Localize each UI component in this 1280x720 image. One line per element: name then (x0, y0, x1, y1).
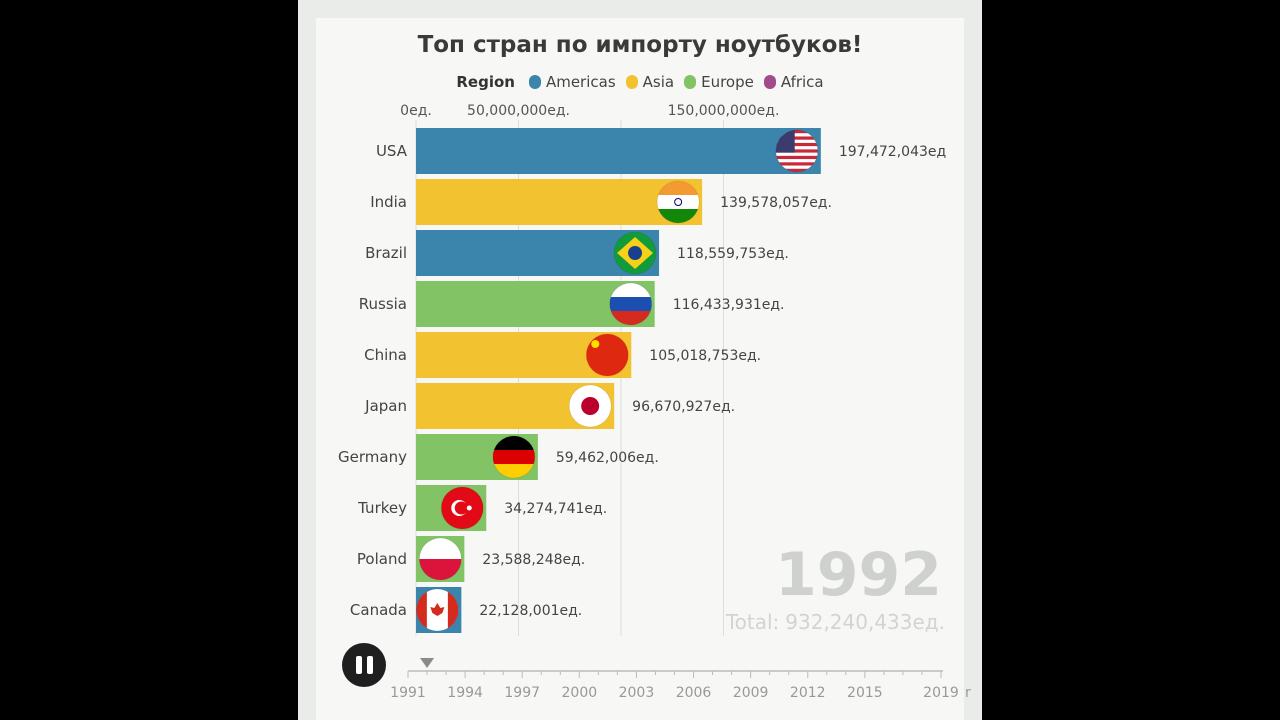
legend-item-asia[interactable]: Asia (625, 73, 675, 91)
turkey-flag (441, 487, 484, 529)
legend-label: Africa (780, 73, 824, 91)
value-label: 59,462,006ед. (556, 450, 659, 466)
pause-button[interactable] (342, 643, 386, 687)
japan-flag (569, 385, 612, 427)
timeline-year-label: 1991 (390, 685, 426, 701)
bar-usa (416, 128, 821, 174)
germany-flag (492, 436, 535, 478)
current-year: 1992 (775, 540, 942, 610)
country-label: Turkey (357, 499, 407, 517)
legend-title: Region (456, 73, 515, 91)
bar-group-brazil: Brazil 118,559,753ед. (365, 230, 789, 276)
value-label: 96,670,927ед. (632, 399, 735, 415)
value-label: 22,128,001ед. (479, 603, 582, 619)
x-tick-label: 0ед. (400, 103, 432, 119)
x-tick-label: 50,000,000ед. (467, 103, 570, 119)
bar-chart: 0ед. 50,000,000ед. 150,000,000ед. USA 197,47… (338, 103, 971, 701)
x-tick-label: 150,000,000ед. (668, 103, 780, 119)
value-label: 197,472,043ед (839, 144, 946, 160)
total-label: Total: (725, 610, 780, 634)
us-flag (775, 130, 818, 172)
china-flag (586, 334, 629, 376)
total-value: 932,240,433ед. (785, 610, 945, 634)
bar-group-russia: Russia 116,433,931ед. (359, 281, 785, 327)
pause-icon (355, 656, 362, 674)
country-label: China (364, 346, 407, 364)
legend-swatch (528, 75, 541, 89)
canada-flag (416, 589, 459, 631)
legend-label: Americas (545, 73, 616, 91)
value-label: 116,433,931ед. (673, 297, 785, 313)
bar-group-india: India 139,578,057ед. (370, 179, 832, 225)
legend-swatch (684, 75, 697, 89)
country-label: Canada (350, 601, 407, 619)
legend: Region Americas Asia Europe Africa (298, 73, 982, 91)
bar-group-china: China 105,018,753ед. (364, 332, 761, 378)
timeline-year-label: 1994 (447, 685, 483, 701)
country-label: Japan (364, 397, 407, 415)
bar-india (416, 179, 703, 225)
india-flag (657, 181, 700, 223)
legend-item-europe[interactable]: Europe (684, 73, 754, 91)
value-label: 118,559,753ед. (677, 246, 789, 262)
legend-swatch (625, 75, 638, 89)
bar-group-japan: Japan 96,670,927ед. (364, 383, 735, 429)
country-label: Brazil (365, 244, 407, 262)
legend-item-americas[interactable]: Americas (528, 73, 616, 91)
legend-item-africa[interactable]: Africa (763, 73, 824, 91)
total-readout: Total: 932,240,433ед. (726, 610, 945, 634)
country-label: India (370, 193, 407, 211)
poland-flag (419, 538, 462, 580)
timeline-year-label: 2003 (619, 685, 655, 701)
bar-group-germany: Germany 59,462,006ед. (338, 434, 659, 480)
bar-group-poland: Poland 23,588,248ед. (357, 536, 585, 582)
timeline-year-label: 2006 (676, 685, 712, 701)
russia-flag (609, 283, 652, 325)
bar-group-turkey: Turkey 34,274,741ед. (357, 485, 607, 531)
value-label: 139,578,057ед. (720, 195, 832, 211)
value-label: 34,274,741ед. (504, 501, 607, 517)
timeline-year-label: 2019 (923, 685, 959, 701)
bar-group-usa: USA 197,472,043ед (376, 128, 946, 174)
timeline-trailing-text: r (965, 685, 971, 701)
value-label: 23,588,248ед. (482, 552, 585, 568)
pause-icon-bar (366, 656, 373, 674)
country-label: Russia (359, 295, 407, 313)
bar-group-canada: Canada 22,128,001ед. (350, 587, 582, 633)
brazil-flag (614, 232, 657, 274)
country-label: Poland (357, 550, 407, 568)
timeline-year-label: 1997 (504, 685, 540, 701)
legend-swatch (763, 75, 776, 89)
chart-stage: Топ стран по импорту ноутбуков! Region A… (298, 0, 982, 720)
timeline-year-label: 2000 (562, 685, 598, 701)
timeline-year-label: 2009 (733, 685, 769, 701)
country-label: USA (376, 142, 408, 160)
value-label: 105,018,753ед. (649, 348, 761, 364)
timeline-year-label: 2015 (847, 685, 883, 701)
legend-label: Europe (701, 73, 754, 91)
timeline-year-label: 2012 (790, 685, 826, 701)
country-label: Germany (338, 448, 407, 466)
timeline-handle[interactable] (420, 658, 435, 668)
legend-label: Asia (642, 73, 675, 91)
chart-title: Топ стран по импорту ноутбуков! (417, 32, 863, 58)
